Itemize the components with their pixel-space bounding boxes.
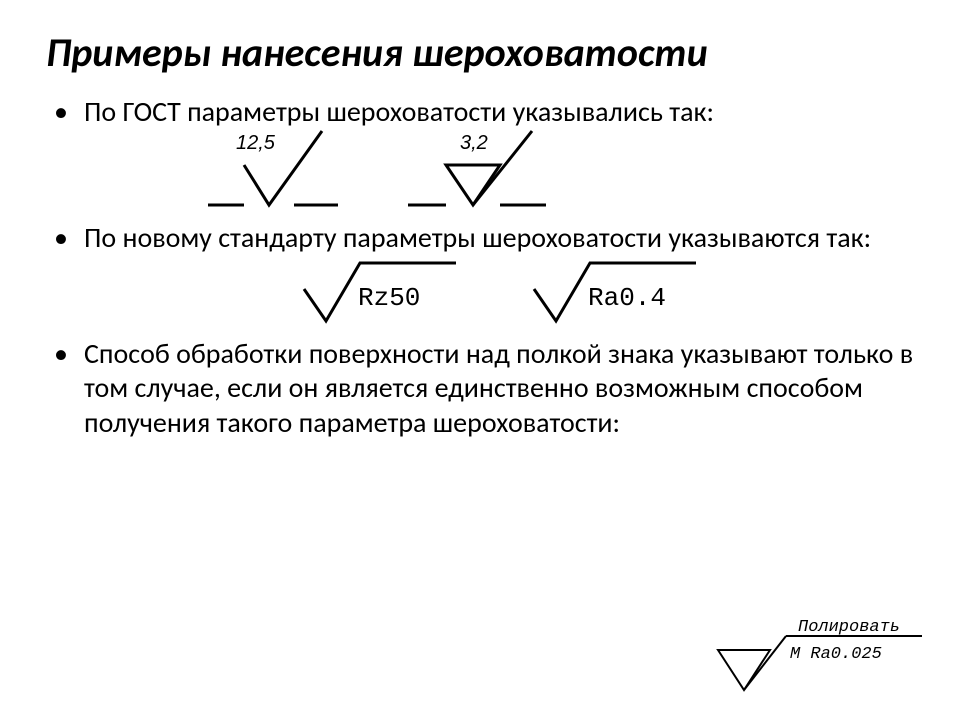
new-symbol-ra: Ra0.4 [524,257,704,327]
new-symbol-ra-value: Ra0.4 [588,283,666,313]
polish-symbol: Полировать M Ra0.025 [708,614,928,696]
polish-symbol-top: Полировать [798,618,900,637]
new-symbol-rz-value: Rz50 [358,283,420,313]
gost-symbol-closed: 3,2 [404,125,554,211]
new-symbol-rz: Rz50 [294,257,464,327]
new-symbols-row: Rz50 Ra0.4 [294,257,920,327]
gost-symbol-open-value: 12,5 [236,132,276,154]
gost-symbols-row: 12,5 3,2 [204,125,920,211]
bullet-method: Способ обработки поверхности над полкой … [40,337,920,439]
polish-symbol-bot: M Ra0.025 [790,645,882,664]
bullet-gost-text: По ГОСТ параметры шероховатости указывал… [84,94,714,129]
bullet-new-text: По новому стандарту параметры шероховато… [84,220,871,255]
gost-symbol-closed-value: 3,2 [460,132,488,154]
bullet-method-text: Способ обработки поверхности над полкой … [84,336,913,439]
bullet-new: По новому стандарту параметры шероховато… [40,221,920,327]
bullet-gost: По ГОСТ параметры шероховатости указывал… [40,95,920,211]
gost-symbol-open: 12,5 [204,125,344,211]
page-title: Примеры нанесения шероховатости [40,28,920,77]
